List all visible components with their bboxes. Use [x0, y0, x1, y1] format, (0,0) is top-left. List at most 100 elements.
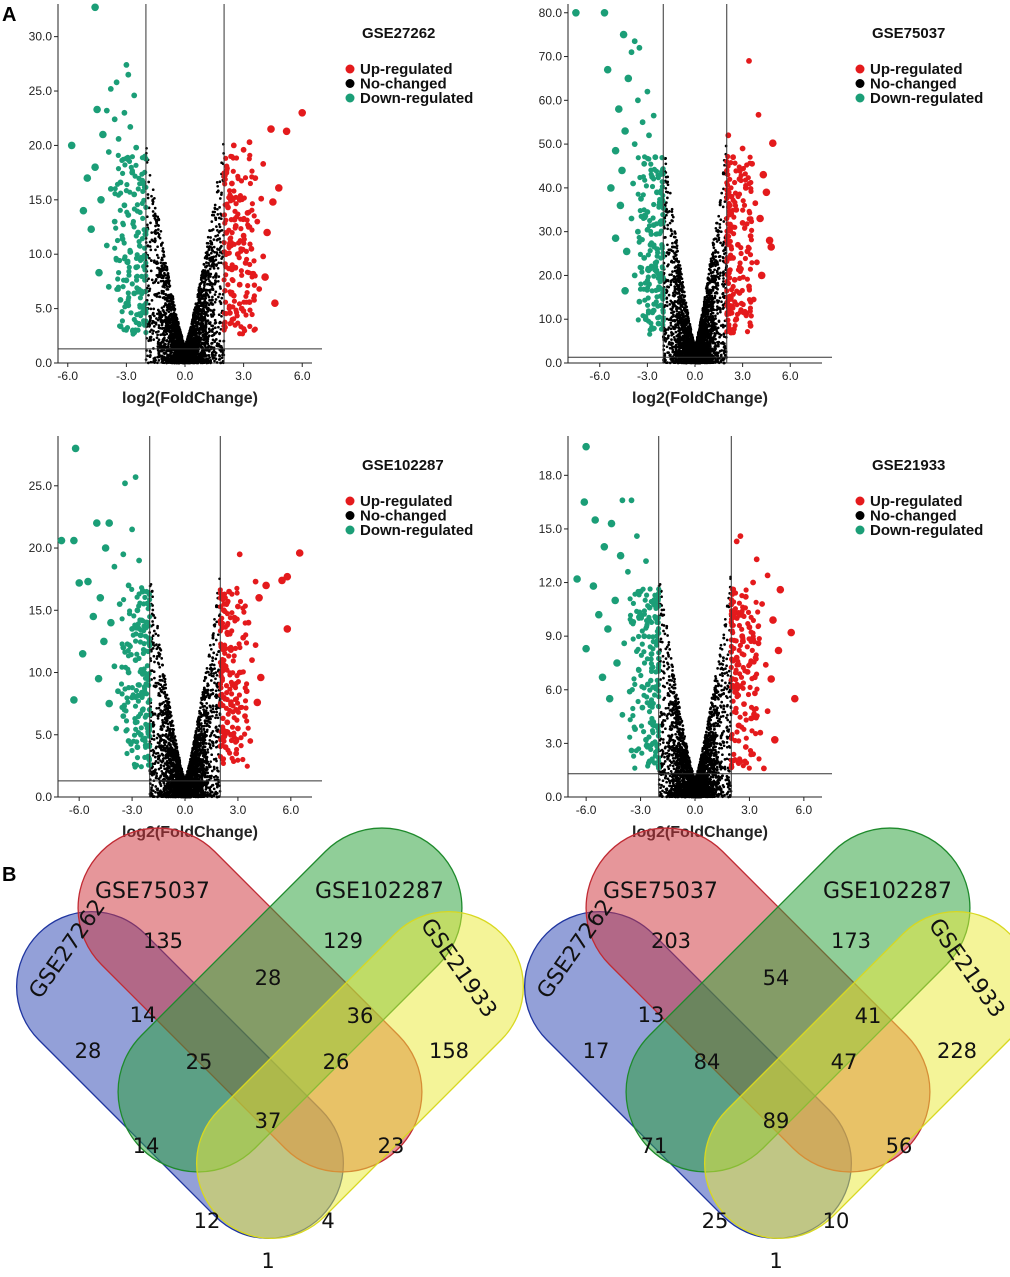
- no-changed-point: [711, 341, 715, 345]
- no-changed-point: [669, 353, 672, 357]
- no-changed-point: [704, 300, 708, 304]
- up-regulated-point: [241, 308, 247, 314]
- down-regulated-point: [139, 256, 145, 262]
- no-changed-point: [714, 255, 718, 258]
- no-changed-point: [203, 312, 207, 316]
- no-changed-point: [206, 342, 210, 345]
- no-changed-point: [719, 271, 722, 275]
- up-regulated-point: [228, 235, 234, 241]
- no-changed-point: [196, 293, 200, 297]
- up-regulated-point: [249, 168, 255, 174]
- no-changed-point: [719, 308, 722, 312]
- no-changed-point: [157, 224, 160, 227]
- down-regulated-point: [105, 149, 112, 155]
- up-regulated-point: [251, 213, 257, 219]
- no-changed-point: [202, 286, 206, 290]
- x-tick-label: 3.0: [734, 369, 751, 383]
- up-regulated-point: [227, 321, 233, 327]
- up-regulated-points: [221, 109, 307, 337]
- no-changed-point: [203, 284, 206, 288]
- down-regulated-point: [139, 236, 145, 242]
- no-changed-point: [159, 320, 163, 323]
- no-changed-point: [670, 210, 674, 213]
- no-changed-point: [162, 262, 166, 266]
- no-changed-point: [160, 327, 164, 330]
- y-tick-label: 70.0: [539, 50, 563, 64]
- no-changed-point: [214, 279, 217, 282]
- no-changed-point: [203, 280, 207, 284]
- no-changed-point: [156, 333, 159, 337]
- no-changed-point: [668, 210, 671, 213]
- no-changed-point: [214, 351, 218, 355]
- no-changed-point: [216, 248, 220, 251]
- no-changed-point: [151, 199, 154, 203]
- no-changed-point: [208, 356, 211, 359]
- up-regulated-point: [231, 316, 237, 322]
- no-changed-point: [176, 336, 180, 339]
- no-changed-point: [157, 235, 161, 238]
- no-changed-point: [219, 302, 223, 306]
- up-regulated-point: [258, 195, 265, 202]
- no-changed-point: [214, 298, 218, 301]
- no-changed-point: [154, 330, 158, 334]
- no-changed-point: [221, 353, 224, 357]
- no-changed-point: [150, 278, 154, 282]
- no-changed-point: [210, 265, 213, 268]
- no-changed-point: [166, 324, 169, 328]
- no-changed-point: [167, 282, 171, 286]
- up-regulated-point: [245, 224, 252, 230]
- no-changed-point: [156, 215, 160, 219]
- no-changed-point: [205, 271, 209, 275]
- no-changed-point: [218, 197, 222, 200]
- no-changed-point: [216, 234, 220, 237]
- up-regulated-point: [230, 142, 237, 149]
- up-regulated-point: [241, 215, 247, 222]
- no-changed-point: [155, 253, 159, 257]
- no-changed-point: [215, 252, 219, 256]
- no-changed-point: [146, 244, 150, 248]
- down-regulated-point: [113, 225, 119, 231]
- no-changed-point: [666, 243, 669, 247]
- no-changed-point: [713, 294, 717, 298]
- no-changed-point: [219, 217, 223, 221]
- no-changed-point: [670, 308, 674, 312]
- no-changed-point: [200, 320, 204, 324]
- no-changed-point: [192, 339, 196, 343]
- y-tick-label: 0.0: [545, 356, 562, 370]
- no-changed-point: [723, 350, 726, 353]
- down-regulated-point: [67, 141, 76, 150]
- no-changed-point: [207, 282, 211, 286]
- no-changed-point: [203, 315, 207, 318]
- no-changed-point: [200, 310, 204, 314]
- no-changed-point: [211, 287, 215, 291]
- no-changed-point: [157, 256, 160, 260]
- up-regulated-point: [228, 198, 234, 204]
- down-regulated-point: [117, 297, 124, 303]
- no-changed-point: [720, 300, 723, 304]
- no-changed-point: [165, 357, 168, 361]
- up-regulated-point: [241, 299, 247, 305]
- down-regulated-point: [128, 310, 134, 316]
- no-changed-point: [214, 281, 217, 284]
- no-changed-point: [161, 361, 165, 365]
- no-changed-point: [215, 225, 218, 228]
- no-changed-point: [218, 357, 222, 361]
- down-regulated-point: [125, 297, 131, 303]
- down-regulated-point: [127, 247, 133, 253]
- no-changed-point: [716, 341, 719, 344]
- volcano-plot-gse27262: 0.05.010.015.020.025.030.0-6.0 -3.0 0.0 3.0…: [29, 3, 473, 407]
- down-regulated-point: [91, 163, 99, 171]
- no-changed-point: [206, 235, 210, 239]
- no-changed-point: [217, 275, 221, 278]
- no-changed-point: [209, 313, 213, 316]
- no-changed-point: [722, 280, 725, 283]
- no-changed-point: [207, 273, 211, 276]
- no-changed-point: [166, 296, 170, 300]
- no-changed-point: [146, 193, 150, 196]
- up-regulated-point: [229, 180, 235, 187]
- down-regulated-point: [127, 189, 133, 195]
- no-changed-point: [152, 307, 156, 311]
- down-regulated-point: [134, 208, 140, 214]
- up-regulated-point: [261, 273, 269, 281]
- no-changed-point: [197, 317, 201, 321]
